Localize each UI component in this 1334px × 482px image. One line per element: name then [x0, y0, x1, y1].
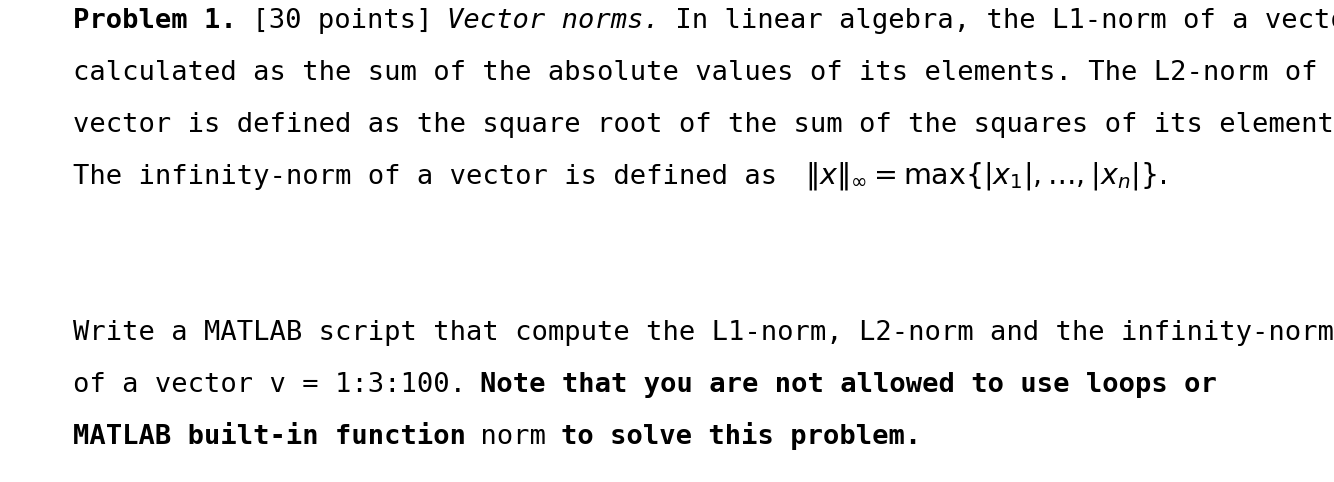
- Text: calculated as the sum of the absolute values of its elements. The L2-norm of a: calculated as the sum of the absolute va…: [73, 60, 1334, 86]
- Text: Note that you are not allowed to use loops or: Note that you are not allowed to use loo…: [480, 372, 1217, 398]
- Text: Write a MATLAB script that compute the L1-norm, L2-norm and the infinity-norm: Write a MATLAB script that compute the L…: [73, 320, 1334, 346]
- Text: norm: norm: [464, 424, 562, 450]
- Text: Problem 1.: Problem 1.: [73, 8, 236, 34]
- Text: of a vector v = 1:3:100.: of a vector v = 1:3:100.: [73, 372, 483, 398]
- Text: vector is defined as the square root of the sum of the squares of its elements.: vector is defined as the square root of …: [73, 112, 1334, 138]
- Text: MATLAB built-in function: MATLAB built-in function: [73, 424, 466, 450]
- Text: $\|x\|_\infty = \max\{|x_1|, \ldots, |x_n|\}.$: $\|x\|_\infty = \max\{|x_1|, \ldots, |x_…: [806, 161, 1167, 192]
- Text: Vector norms.: Vector norms.: [447, 8, 660, 34]
- Text: The infinity-norm of a vector is defined as: The infinity-norm of a vector is defined…: [73, 164, 810, 190]
- Text: In linear algebra, the L1-norm of a vector is: In linear algebra, the L1-norm of a vect…: [659, 8, 1334, 34]
- Text: [30 points]: [30 points]: [236, 8, 448, 34]
- Text: to solve this problem.: to solve this problem.: [562, 422, 922, 450]
